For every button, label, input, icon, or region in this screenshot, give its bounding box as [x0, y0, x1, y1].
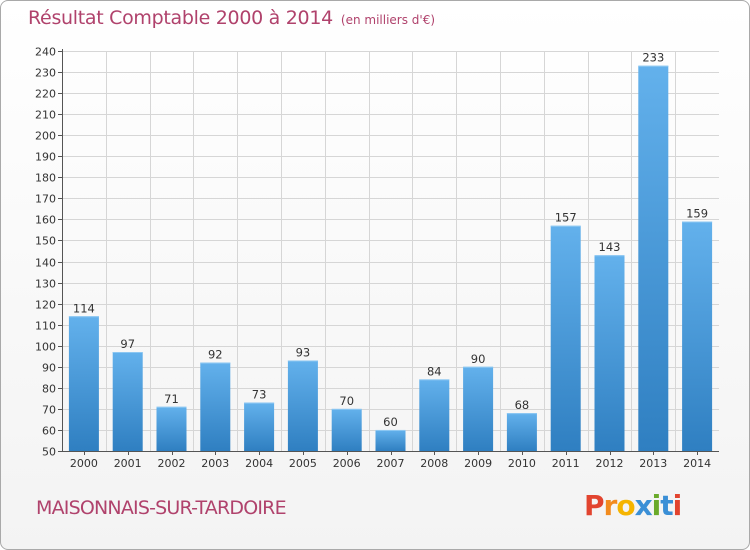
bar-2000	[68, 316, 99, 451]
proxiti-logo: Proxiti	[584, 489, 683, 522]
y-tick-label: 190	[35, 151, 56, 164]
y-tick-label: 170	[35, 193, 56, 206]
logo-letter: r	[603, 489, 618, 522]
y-tick-label: 160	[35, 214, 56, 227]
x-tick-label: 2008	[420, 457, 448, 470]
chart-title-main: Résultat Comptable 2000 à 2014	[28, 7, 333, 29]
x-tick-label: 2011	[552, 457, 580, 470]
logo-letter: P	[584, 489, 605, 522]
y-tick-label: 50	[42, 446, 56, 459]
x-tick-label: 2007	[377, 457, 405, 470]
bar-2012	[594, 255, 625, 451]
bar-2003	[200, 362, 231, 451]
data-label-2007: 60	[383, 415, 398, 429]
y-tick-label: 220	[35, 88, 56, 101]
bar-2014	[682, 221, 713, 451]
x-tick-label: 2000	[70, 457, 98, 470]
logo-letter: t	[660, 489, 673, 522]
data-label-2013: 233	[642, 51, 664, 65]
data-label-2010: 68	[515, 398, 530, 412]
y-tick-label: 110	[35, 320, 56, 333]
data-label-2006: 70	[339, 394, 354, 408]
x-tick-label: 2010	[508, 457, 536, 470]
x-tick-label: 2009	[464, 457, 492, 470]
logo-letter: o	[616, 489, 635, 522]
data-label-2001: 97	[120, 337, 135, 351]
bar-2011	[550, 225, 581, 451]
x-tick-label: 2013	[639, 457, 667, 470]
bar-2010	[506, 413, 537, 451]
y-tick-label: 90	[42, 362, 56, 375]
bar-2007	[375, 429, 406, 451]
bar-2001	[112, 352, 143, 451]
x-tick-label: 2012	[596, 457, 624, 470]
x-tick-label: 2003	[201, 457, 229, 470]
data-label-2005: 93	[296, 345, 311, 359]
y-tick-label: 210	[35, 109, 56, 122]
y-tick-label: 70	[42, 404, 56, 417]
bar-2006	[331, 408, 362, 451]
place-name: MAISONNAIS-SUR-TARDOIRE	[36, 497, 287, 519]
data-label-2003: 92	[208, 348, 223, 362]
y-tick-label: 230	[35, 67, 56, 80]
data-label-2004: 73	[252, 388, 267, 402]
bar-2005	[287, 360, 318, 451]
logo-letter: i	[672, 489, 683, 522]
y-tick-label: 80	[42, 383, 56, 396]
y-tick-label: 100	[35, 341, 56, 354]
x-tick-label: 2005	[289, 457, 317, 470]
x-tick-label: 2006	[333, 457, 361, 470]
y-tick-label: 60	[42, 425, 56, 438]
y-tick-label: 180	[35, 172, 56, 185]
data-label-2011: 157	[555, 211, 577, 225]
bar-2009	[463, 366, 494, 451]
data-label-2000: 114	[73, 301, 95, 315]
bar-2004	[244, 402, 275, 451]
logo-letter: i	[651, 489, 662, 522]
bar-2002	[156, 406, 187, 451]
y-tick-label: 200	[35, 130, 56, 143]
y-tick-label: 130	[35, 278, 56, 291]
bar-2008	[419, 379, 450, 451]
data-label-2012: 143	[599, 240, 621, 254]
data-label-2014: 159	[686, 207, 708, 221]
y-tick-label: 120	[35, 299, 56, 312]
data-label-2009: 90	[471, 352, 486, 366]
y-tick-label: 240	[35, 46, 56, 59]
y-tick-label: 140	[35, 257, 56, 270]
logo-letter: x	[634, 489, 653, 522]
chart-subtitle: (en milliers d'€)	[340, 13, 436, 27]
chart-title: Résultat Comptable 2000 à 2014 (en millie…	[28, 7, 435, 29]
x-tick-label: 2001	[114, 457, 142, 470]
x-tick-label: 2002	[158, 457, 186, 470]
data-label-2008: 84	[427, 364, 442, 378]
data-label-2002: 71	[164, 392, 179, 406]
y-tick-label: 150	[35, 235, 56, 248]
x-tick-label: 2004	[245, 457, 273, 470]
bar-2013	[638, 65, 669, 451]
x-tick-label: 2014	[683, 457, 711, 470]
